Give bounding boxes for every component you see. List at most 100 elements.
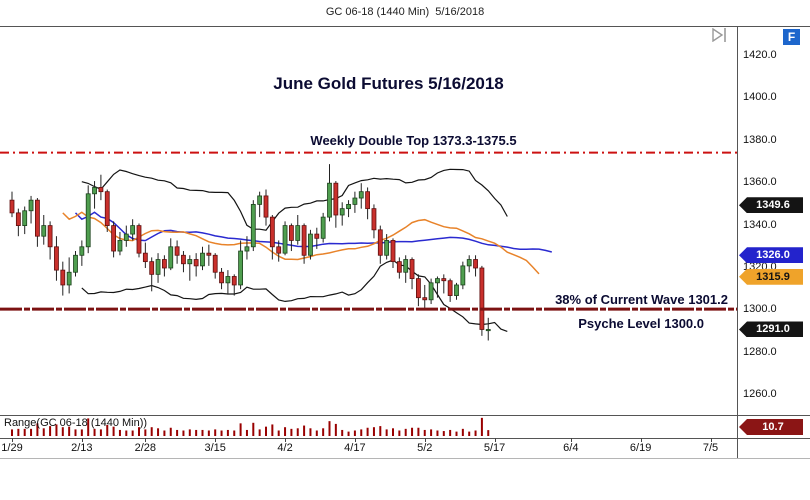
price-axis-label: 1280.0 [743, 345, 777, 358]
range-bar [23, 428, 26, 436]
candle-up [66, 271, 72, 286]
candle-up [352, 197, 358, 205]
range-bar [265, 426, 267, 436]
candle-down [288, 225, 294, 241]
x-tick-label: 4/2 [277, 442, 293, 454]
candle-down [473, 259, 478, 269]
range-bar [176, 429, 179, 436]
candle-up [454, 284, 459, 296]
range-bar [195, 429, 198, 436]
price-axis-label: 1260.0 [743, 388, 777, 401]
annotation-double-top: Weekly Double Top 1373.3-1375.5 [310, 133, 517, 148]
range-bar [296, 428, 299, 436]
range-bar [379, 426, 382, 436]
candle-up [155, 259, 161, 275]
range-bar [11, 429, 13, 436]
range-bar [36, 423, 39, 436]
candle-down [35, 199, 40, 237]
range-bar [309, 428, 312, 436]
annotation-chart-title: June Gold Futures 5/16/2018 [273, 74, 504, 93]
range-bar [430, 429, 433, 436]
candle-down [206, 252, 212, 256]
candle-down [104, 191, 110, 226]
range-bar [49, 426, 52, 436]
candle-down [301, 225, 307, 256]
range-bar [214, 429, 217, 436]
candle-down [98, 187, 104, 193]
candle-down [447, 280, 453, 296]
range-bar [93, 428, 96, 436]
range-bar [328, 421, 331, 436]
range-panel-bottom-border [0, 438, 810, 439]
range-bar [392, 428, 394, 436]
candle-up [460, 265, 466, 286]
range-bar [87, 418, 90, 436]
candle-down [136, 225, 142, 254]
range-bar [322, 428, 325, 436]
range-bar [138, 427, 140, 436]
candle-down [396, 261, 402, 273]
go-to-end-icon [712, 27, 726, 43]
band-lower-line [81, 259, 508, 332]
candle-down [54, 246, 59, 271]
x-tick-label: 2/13 [71, 442, 93, 454]
range-bar [150, 427, 153, 436]
range-bar [17, 428, 20, 436]
range-bar [99, 429, 102, 436]
annotation-38pct-wave: 38% of Current Wave 1301.2 [555, 292, 728, 307]
candle-down [174, 246, 180, 256]
x-tick-mark [354, 438, 356, 442]
range-bar [74, 429, 77, 436]
candle-up [168, 246, 174, 269]
candle-down [371, 208, 377, 231]
range-bar [449, 429, 452, 436]
sma50-line [74, 211, 552, 253]
range-bar [360, 429, 363, 436]
go-to-end-button[interactable] [711, 27, 729, 43]
range-bar [455, 431, 458, 436]
range-bar [252, 422, 255, 436]
candle-up [244, 246, 250, 252]
sma20-line [62, 211, 540, 275]
range-bar [411, 427, 414, 436]
candle-up [282, 225, 288, 254]
range-bar [290, 428, 293, 436]
candle-up [339, 208, 345, 216]
range-bar [423, 429, 426, 436]
price-axis[interactable] [737, 26, 810, 458]
range-value-badge: 10.7 [739, 419, 803, 435]
chart-top-border [0, 26, 810, 27]
candle-up [225, 276, 231, 284]
candle-down [263, 195, 269, 218]
candle-up [22, 210, 28, 226]
range-bar [404, 428, 407, 436]
candle-up [41, 225, 47, 237]
range-bar [188, 429, 191, 436]
range-bar [436, 430, 439, 436]
f-badge[interactable]: F [783, 29, 800, 45]
range-bar [118, 429, 121, 436]
candle-down [409, 259, 415, 279]
range-bar [372, 427, 375, 436]
candle-up [117, 240, 123, 252]
price-badge: 1315.9 [739, 268, 803, 285]
candle-up [384, 240, 390, 256]
price-chart-canvas[interactable] [0, 0, 737, 458]
candle-down [276, 246, 282, 254]
x-tick-label: 5/2 [417, 442, 433, 454]
range-bar [398, 430, 401, 436]
range-bar [226, 429, 229, 436]
price-badge: 1326.0 [739, 247, 803, 264]
range-bar [144, 429, 147, 436]
candle-up [200, 252, 205, 267]
price-axis-border [737, 26, 738, 458]
range-bar [303, 425, 306, 436]
x-tick-label: 6/19 [629, 442, 652, 454]
range-bar [157, 428, 160, 436]
price-axis-label: 1300.0 [743, 303, 777, 316]
x-tick-label: 3/15 [204, 442, 226, 454]
range-bar [480, 417, 483, 436]
candle-up [358, 191, 364, 199]
range-bar [55, 424, 58, 436]
